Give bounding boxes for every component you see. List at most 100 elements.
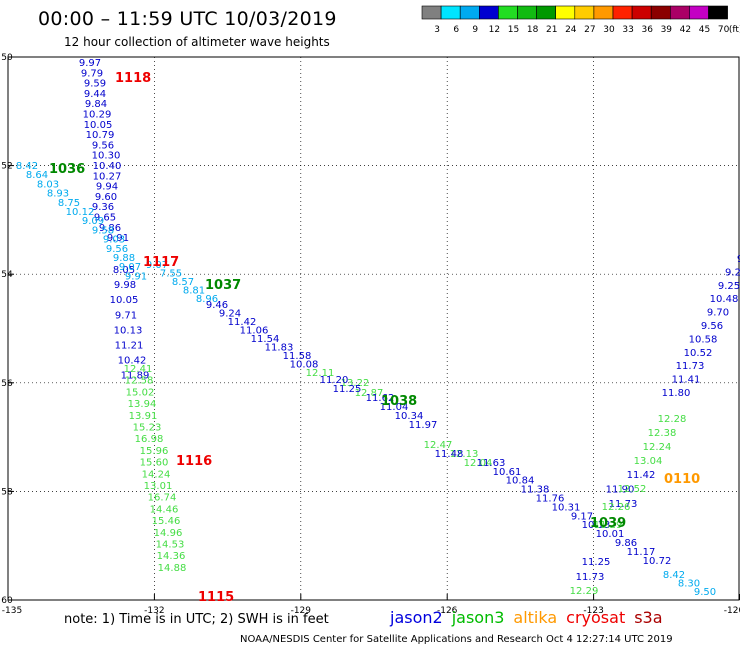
wave-height-value: 8.93 (47, 189, 69, 200)
pass-number-label: 1037 (205, 278, 241, 293)
wave-height-value: 14.46 (150, 504, 179, 515)
wave-height-value: 11.58 (283, 351, 312, 362)
wave-height-value: 10.12 (66, 207, 95, 218)
wave-height-value: 13.04 (634, 456, 663, 467)
wave-height-value: 16.74 (148, 493, 177, 504)
wave-height-value: 9.65 (94, 213, 116, 224)
wave-height-value: 9.84 (85, 99, 107, 110)
wave-height-value: 9.44 (84, 89, 106, 100)
wave-height-value: 8.81 (183, 286, 205, 297)
wave-height-value: 12.28 (658, 414, 687, 425)
wave-height-value: 9.09 (82, 216, 104, 227)
wave-height-value: 10.08 (290, 360, 319, 371)
wave-height-value: 13.22 (341, 378, 370, 389)
wave-height-value: 10.13 (114, 325, 143, 336)
satellite-legend-item: jason3 (451, 608, 505, 627)
wave-height-value: 11.73 (676, 361, 705, 372)
wave-height-value: 11.73 (576, 572, 605, 583)
wave-height-value: 15.96 (140, 446, 169, 457)
pass-number-label: 1038 (381, 394, 417, 409)
pass-number-label: 0110 (664, 472, 700, 487)
wave-height-value: 12.58 (125, 376, 154, 387)
wave-height-value: 15.02 (126, 387, 155, 398)
wave-height-value: 12.52 (618, 484, 647, 495)
wave-height-value: 8.42 (663, 570, 685, 581)
wave-height-value: 12.87 (355, 388, 384, 399)
wave-height-value: 12.04 (464, 458, 493, 469)
credit-line: NOAA/NESDIS Center for Satellite Applica… (240, 634, 673, 645)
satellite-legend-item: cryosat (566, 608, 626, 627)
wave-height-value: 12.24 (643, 442, 672, 453)
longitude-label: -126 (437, 606, 458, 616)
wave-height-value: 12.11 (306, 368, 335, 379)
pass-number-label: 1118 (115, 71, 151, 86)
map-title: 00:00 – 11:59 UTC 10/03/2019 (38, 8, 337, 30)
wave-height-value: 10.05 (110, 295, 139, 306)
wave-height-value: 8.03 (37, 179, 59, 190)
wave-height-value: 10.42 (118, 356, 147, 367)
wave-height-value: 14.24 (142, 469, 171, 480)
wave-height-value: 10.72 (643, 556, 672, 567)
satellite-legend-item: s3a (634, 608, 663, 627)
wave-height-value: 8.30 (678, 579, 700, 590)
wave-height-value: 11.62 (366, 393, 395, 404)
wave-height-value: 11.42 (627, 470, 656, 481)
wave-height-value: 9.46 (206, 300, 228, 311)
wave-height-value: 9.88 (113, 253, 135, 264)
wave-height-value: 8.42 (16, 161, 38, 172)
wave-height-value: 9.86 (615, 538, 637, 549)
wave-height-value: 10.01 (596, 529, 625, 540)
wave-height-value: 11.38 (521, 485, 550, 496)
wave-height-value: 7.55 (160, 269, 182, 280)
wave-height-value: 15.23 (133, 423, 162, 434)
wave-height-value: 13.94 (128, 399, 157, 410)
wave-height-value: 10.79 (86, 130, 115, 141)
wave-height-value: 9.71 (115, 310, 137, 321)
wave-height-value: 9.2 (725, 267, 740, 278)
wave-height-value: 10.30 (92, 151, 121, 162)
wave-height-value: 9.03 (103, 235, 125, 246)
wave-height-value: 10.40 (93, 161, 122, 172)
wave-height-value: 11.20 (320, 375, 349, 386)
wave-height-value: 9 (737, 254, 740, 265)
wave-height-value: 9.59 (84, 79, 106, 90)
longitude-label: -132 (144, 606, 164, 616)
wave-height-value: 9.56 (92, 140, 114, 151)
wave-height-value: 12.38 (648, 428, 677, 439)
wave-height-value: 11.97 (409, 420, 438, 431)
wave-height-value: 10.05 (84, 120, 113, 131)
wave-height-value: 10.58 (689, 334, 718, 345)
wave-height-value: 11.83 (265, 343, 294, 354)
wave-height-value: 9.58 (92, 225, 114, 236)
wave-height-value: 13.91 (129, 411, 158, 422)
wave-height-value: 14.96 (154, 528, 183, 539)
wave-height-value: 9.17 (571, 511, 593, 522)
wave-height-value: 10.48 (710, 294, 739, 305)
wave-height-value: 9.91 (107, 233, 129, 244)
wave-height-value: 15.46 (152, 516, 181, 527)
pass-number-label: 1039 (590, 516, 626, 531)
wave-height-value: 13.01 (144, 481, 173, 492)
wave-height-value: 10.34 (395, 411, 424, 422)
wave-height-value: 11.06 (240, 326, 269, 337)
wave-height-value: 8.57 (172, 277, 194, 288)
latitude-label: 52 (1, 162, 12, 172)
wave-height-value: 9.60 (95, 192, 117, 203)
wave-height-value: 11.48 (435, 449, 464, 460)
wave-height-value: 9.86 (99, 223, 121, 234)
footnote: note: 1) Time is in UTC; 2) SWH is in fe… (64, 612, 329, 627)
wave-height-value: 10.84 (506, 476, 535, 487)
wave-height-value: 14.53 (156, 540, 185, 551)
wave-height-value: 8.96 (196, 294, 218, 305)
wave-height-value: 12.29 (570, 586, 599, 597)
wave-height-value: 11.41 (672, 375, 701, 386)
wave-height-value: 9.24 (219, 309, 241, 320)
wave-height-value: 9.56 (106, 244, 128, 255)
wave-height-value: 11.73 (609, 499, 638, 510)
wave-height-value: 11.17 (627, 547, 656, 558)
wave-height-value: 12.26 (602, 502, 631, 513)
wave-height-value: 11.42 (228, 317, 257, 328)
wave-height-value: 8.64 (26, 170, 48, 181)
pass-number-label: 1116 (176, 454, 212, 469)
